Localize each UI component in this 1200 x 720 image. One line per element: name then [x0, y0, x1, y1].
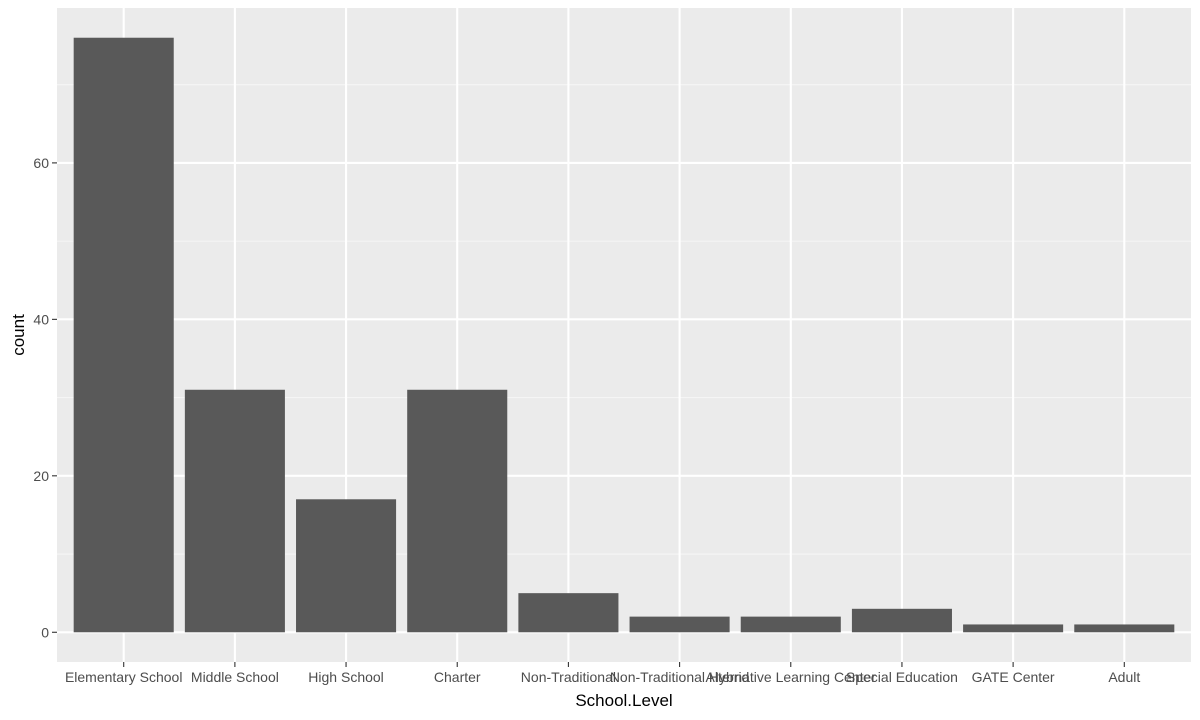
- bar: [963, 624, 1064, 633]
- y-tick-label: 20: [33, 468, 49, 484]
- bar: [740, 616, 841, 633]
- bar: [296, 499, 397, 633]
- x-tick-label: Charter: [434, 669, 481, 685]
- x-tick-label: Elementary School: [65, 669, 183, 685]
- x-tick-label: Middle School: [191, 669, 279, 685]
- x-axis: Elementary School Middle School High Schoo…: [65, 662, 1140, 685]
- x-tick-label: Adult: [1108, 669, 1140, 685]
- bar: [629, 616, 730, 633]
- bars: [73, 37, 1175, 633]
- x-axis-title: School.Level: [575, 691, 672, 710]
- bar: [518, 593, 619, 633]
- y-tick-label: 40: [33, 311, 49, 327]
- x-tick-label: High School: [308, 669, 384, 685]
- bar: [184, 389, 285, 633]
- y-tick-label: 60: [33, 155, 49, 171]
- bar: [73, 37, 174, 633]
- x-tick-label: Non-Traditional Hybrid: [610, 669, 750, 685]
- y-axis-title: count: [9, 314, 28, 356]
- bar: [851, 608, 952, 633]
- x-tick-label: GATE Center: [972, 669, 1055, 685]
- x-tick-label: Non-Traditional: [521, 669, 616, 685]
- x-tick-label: Special Education: [846, 669, 958, 685]
- y-tick-label: 0: [41, 624, 49, 640]
- bar: [1074, 624, 1175, 633]
- bar: [407, 389, 508, 633]
- y-axis: 0 20 40 60: [33, 155, 57, 640]
- x-tick-label: Alternative Learning Center: [706, 669, 877, 685]
